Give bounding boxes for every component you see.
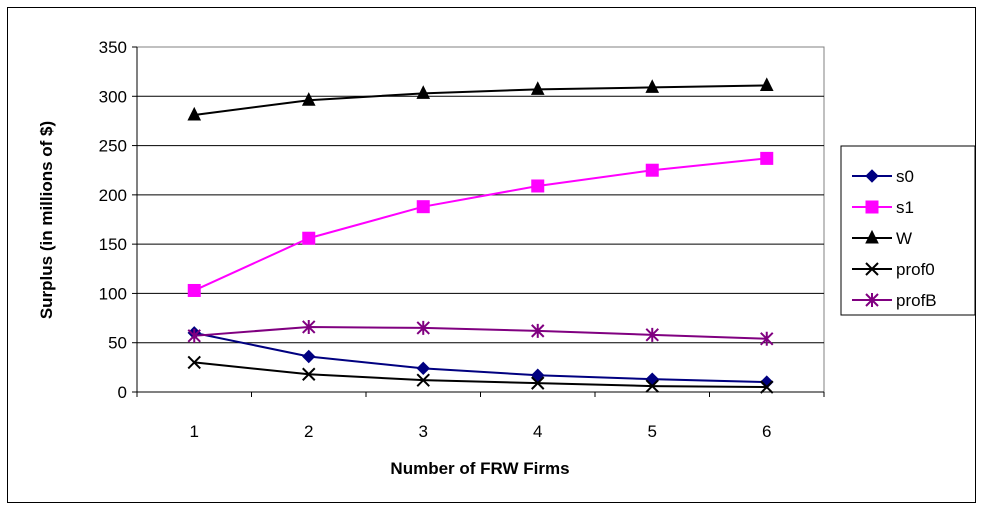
legend-marker [865, 262, 879, 276]
data-point-profB [760, 331, 774, 346]
data-point-W [301, 92, 316, 106]
x-tick-label: 3 [419, 422, 428, 441]
legend-label: profB [896, 291, 937, 310]
y-tick-label: 0 [118, 383, 127, 402]
legend-label: s1 [896, 198, 914, 217]
legend-item-profB: profB [852, 291, 937, 310]
data-point-s1 [645, 163, 659, 177]
series-line-W [194, 84, 767, 117]
x-tick-label: 2 [304, 422, 313, 441]
legend-marker [865, 169, 879, 183]
data-point-profB [416, 320, 430, 335]
legend-label: W [896, 229, 912, 248]
series-line-s1 [193, 157, 767, 292]
data-point-profB [531, 323, 545, 338]
series-line-profB [194, 325, 767, 340]
series-s1 [187, 151, 774, 297]
x-tick-label: 6 [762, 422, 771, 441]
legend-marker [865, 293, 879, 307]
data-point-profB [645, 327, 659, 342]
x-axis: 1 2 3 4 5 6 [136, 391, 825, 441]
data-point-W [416, 85, 431, 99]
data-point-prof0 [302, 367, 316, 381]
gridlines [137, 95, 824, 344]
data-point-s0 [416, 361, 430, 376]
x-tick-label: 1 [190, 422, 199, 441]
data-point-s1 [187, 283, 201, 297]
data-point-s1 [531, 179, 545, 193]
data-point-W [187, 106, 202, 121]
data-point-prof0 [760, 380, 774, 394]
data-point-prof0 [416, 373, 430, 387]
data-point-prof0 [187, 355, 201, 370]
series-prof0 [187, 355, 774, 394]
legend-item-prof0: prof0 [852, 260, 935, 279]
y-tick-label: 350 [99, 38, 127, 57]
legend-label: s0 [896, 167, 914, 186]
series-W [187, 77, 774, 121]
data-point-profB [187, 328, 201, 343]
data-point-s0 [531, 368, 545, 382]
series-layer [187, 77, 774, 394]
y-tick-label: 250 [99, 137, 127, 156]
series-profB [187, 319, 774, 346]
data-point-profB [302, 319, 316, 334]
data-point-s0 [302, 349, 316, 364]
legend-box [840, 145, 976, 316]
x-tick-label: 4 [533, 422, 542, 441]
y-axis-title: Surplus (in millions of $) [37, 121, 56, 319]
data-point-s1 [416, 200, 430, 214]
y-tick-label: 150 [99, 235, 127, 254]
legend-label: prof0 [896, 260, 935, 279]
legend-item-s1: s1 [852, 198, 914, 217]
y-tick-label: 300 [99, 87, 127, 106]
data-point-prof0 [531, 376, 545, 390]
legend-item-W: W [852, 229, 912, 248]
y-tick-label: 100 [99, 284, 127, 303]
x-tick-label: 5 [648, 422, 657, 441]
x-axis-title: Number of FRW Firms [390, 459, 569, 478]
y-tick-label: 50 [108, 334, 127, 353]
data-point-s1 [760, 151, 774, 165]
y-tick-label: 200 [99, 186, 127, 205]
legend-item-s0: s0 [852, 167, 914, 186]
legend-marker [865, 229, 879, 244]
series-line-prof0 [194, 361, 767, 389]
plot-area [136, 46, 825, 393]
data-point-s1 [302, 231, 316, 245]
data-point-W [645, 79, 660, 93]
data-point-W [759, 77, 774, 91]
data-point-W [530, 81, 545, 95]
series-line-s0 [194, 331, 767, 384]
data-point-prof0 [645, 379, 659, 393]
y-axis: 0 50 100 150 200 250 300 350 [99, 38, 138, 402]
legend-marker [865, 200, 879, 214]
